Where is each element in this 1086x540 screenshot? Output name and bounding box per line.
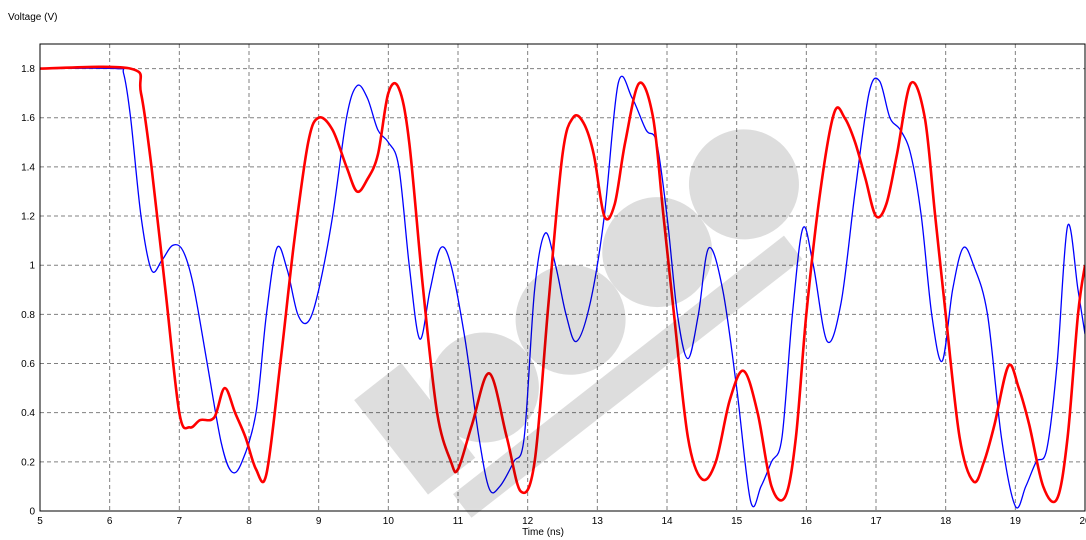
x-tick-label: 11 [453,516,464,527]
y-tick-label: 0.6 [21,359,35,370]
y-tick-label: 1 [29,261,35,272]
x-tick-label: 16 [801,516,813,527]
series-line-blue [40,67,1085,509]
x-tick-label: 17 [870,516,882,527]
x-tick-label: 10 [383,516,395,527]
x-tick-label: 9 [316,516,322,527]
y-axis-label: Voltage (V) [8,12,58,23]
x-tick-label: 15 [731,516,743,527]
y-tick-label: 0.2 [21,457,35,468]
y-tick-label: 1.8 [21,64,35,75]
x-tick-label: 13 [592,516,604,527]
y-tick-label: 1.2 [21,212,35,223]
y-tick-label: 1.6 [21,113,35,124]
x-tick-label: 6 [107,516,113,527]
x-tick-label: 8 [246,516,252,527]
plot-frame [39,43,1086,512]
series-line-red [40,65,1085,504]
x-tick-label: 20 [1079,516,1086,527]
grid-lines [40,44,1085,511]
x-axis-label: Time (ns) [522,527,564,538]
x-tick-label: 7 [177,516,183,527]
series-group [40,65,1085,509]
y-tick-label: 1.4 [21,162,35,173]
x-tick-label: 5 [37,516,43,527]
x-tick-label: 12 [522,516,534,527]
x-tick-labels: 5 6 7 8 9 10 11 12 13 14 15 16 17 18 19 20 [37,516,1086,527]
y-tick-label: 0.8 [21,310,35,321]
y-tick-label: 0.4 [21,408,35,419]
x-tick-label: 14 [661,516,673,527]
y-tick-labels: 0 0.2 0.4 0.6 0.8 1 1.2 1.4 1.6 1.8 [21,64,35,517]
x-tick-label: 19 [1010,516,1022,527]
y-tick-label: 0 [29,507,35,518]
x-tick-label: 18 [940,516,952,527]
